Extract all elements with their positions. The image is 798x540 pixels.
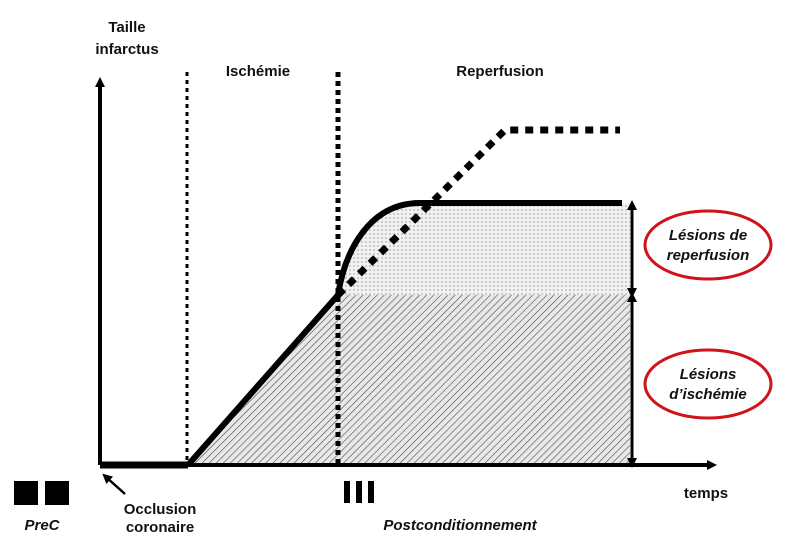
- postc-bar: [356, 481, 362, 503]
- postc-bar: [368, 481, 374, 503]
- postc-bar: [344, 481, 350, 503]
- y-axis-label: infarctus: [95, 41, 158, 58]
- occlusion-label: Occlusion: [124, 501, 197, 518]
- occlusion-arrow: [102, 473, 126, 495]
- y-axis-label: Taille: [108, 19, 145, 36]
- phase-label: Ischémie: [226, 63, 290, 80]
- ischemia-area: [188, 295, 630, 465]
- no-postc-curve: [335, 126, 620, 298]
- reperfusion-area: [338, 203, 630, 295]
- lesion-label: d’ischémie: [669, 386, 747, 403]
- phase-label: Reperfusion: [456, 63, 544, 80]
- prec-square: [14, 481, 38, 505]
- prec-square: [45, 481, 69, 505]
- infarct-curve: [185, 200, 622, 467]
- ischemia-ellipse: [643, 348, 773, 420]
- lesion-label: reperfusion: [667, 247, 750, 264]
- lesion-label: Lésions: [680, 366, 737, 383]
- areas: [188, 203, 630, 465]
- lesion-label: Lésions de: [669, 227, 747, 244]
- x-axis-label: temps: [684, 485, 728, 502]
- reperfusion-ellipse: [643, 209, 773, 281]
- prec-label: PreC: [24, 517, 60, 534]
- occlusion-label: coronaire: [126, 519, 194, 536]
- postc-label: Postconditionnement: [383, 517, 537, 534]
